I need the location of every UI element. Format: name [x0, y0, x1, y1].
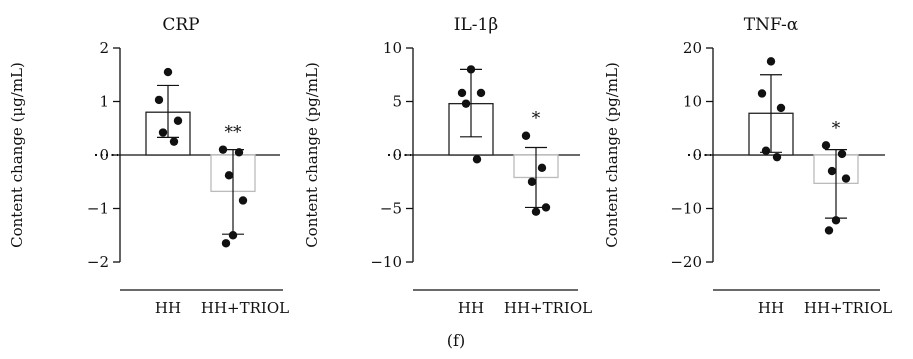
data-point — [457, 88, 467, 98]
il1b-panel: IL-1β Content change (pg/mL) 10 5 0 −5 −10 HH * H… — [303, 15, 592, 317]
figure-caption: (f) — [447, 331, 465, 350]
data-point — [476, 88, 486, 98]
y-axis-label: Content change (pg/mL) — [303, 62, 321, 248]
data-point — [537, 163, 547, 173]
data-point — [541, 203, 551, 212]
data-point — [238, 196, 248, 205]
y-tick-label: 2 — [99, 39, 109, 57]
y-tick-label: 0 — [99, 146, 109, 164]
y-tick-label: −20 — [670, 253, 702, 271]
data-point — [158, 128, 168, 137]
y-tick-label: 0 — [392, 146, 402, 164]
data-point — [466, 65, 476, 74]
data-point — [827, 166, 837, 176]
data-point — [831, 216, 841, 225]
category-label: HH+TRIOL — [504, 299, 592, 317]
data-point — [461, 99, 471, 108]
data-point — [757, 89, 767, 98]
y-tick-label: −5 — [380, 200, 402, 218]
data-point — [472, 155, 482, 164]
data-point — [224, 171, 234, 180]
significance-marker: ** — [225, 123, 243, 143]
data-point — [766, 57, 776, 66]
y-axis-label: Content change (pg/mL) — [603, 62, 621, 248]
chart-title: IL-1β — [454, 15, 498, 35]
chart-title: TNF-α — [744, 15, 799, 35]
data-point — [841, 174, 851, 183]
y-tick-label: 10 — [683, 93, 702, 111]
category-label: HH+TRIOL — [804, 299, 892, 317]
data-point — [221, 239, 231, 248]
data-point — [521, 131, 531, 140]
category-label: HH — [758, 299, 784, 317]
y-tick-label: −1 — [87, 200, 109, 218]
y-tick-label: 20 — [683, 39, 702, 57]
data-point — [169, 137, 179, 146]
data-point — [761, 146, 771, 155]
data-point — [173, 116, 183, 125]
category-label: HH — [458, 299, 484, 317]
data-point — [824, 226, 834, 235]
data-point — [531, 207, 541, 216]
y-tick-label: −2 — [87, 253, 109, 271]
data-point — [837, 149, 847, 159]
significance-marker: * — [532, 109, 541, 129]
data-point — [776, 103, 786, 113]
data-point — [772, 152, 782, 162]
y-tick-label: 0 — [692, 146, 702, 164]
data-point — [218, 145, 228, 154]
data-point — [234, 148, 244, 157]
category-label: HH+TRIOL — [201, 299, 289, 317]
data-point — [821, 141, 831, 150]
tnfa-panel: TNF-α Content change (pg/mL) 20 10 0 −10 −20 HH… — [603, 15, 892, 317]
data-point — [163, 67, 173, 77]
category-label: HH — [155, 299, 181, 317]
y-tick-label: 1 — [99, 93, 109, 111]
y-tick-label: −10 — [670, 200, 702, 218]
data-point — [154, 95, 164, 105]
chart-title: CRP — [162, 15, 199, 35]
crp-panel: CRP Content change (μg/mL) 2 1 0 −1 −2 HH ** HH+T… — [8, 15, 289, 317]
data-point — [527, 177, 537, 186]
significance-marker: * — [832, 118, 841, 138]
y-tick-label: 5 — [392, 93, 402, 111]
y-tick-label: −10 — [370, 253, 402, 271]
data-point — [228, 231, 238, 240]
y-axis-label: Content change (μg/mL) — [8, 62, 26, 248]
y-tick-label: 10 — [383, 39, 402, 57]
